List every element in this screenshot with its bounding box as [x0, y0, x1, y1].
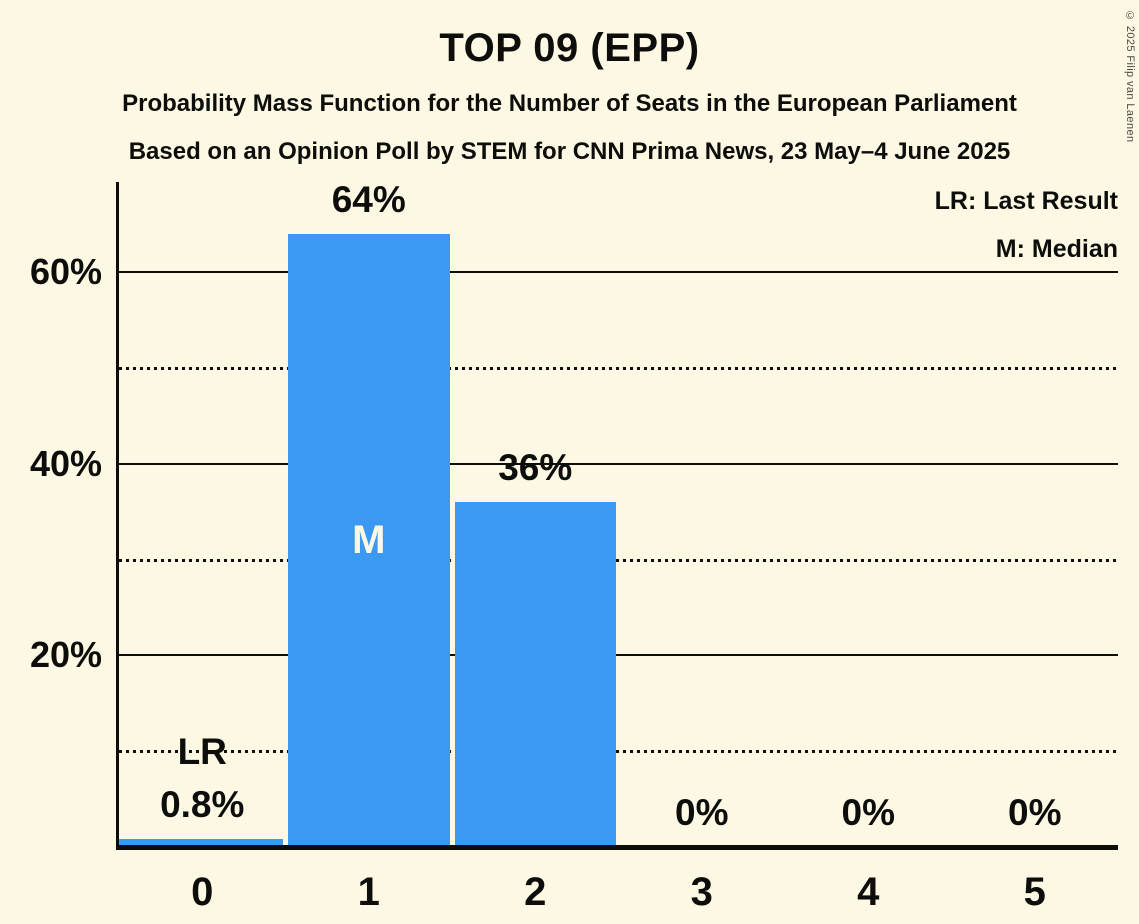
- gridline-solid-40: [119, 462, 1118, 465]
- annotation-m: M: [352, 517, 386, 562]
- gridline-solid-20: [119, 654, 1118, 657]
- chart-title: TOP 09 (EPP): [439, 26, 700, 70]
- legend-median: M: Median: [995, 235, 1118, 263]
- copyright-notice: © 2025 Filip van Laenen: [1124, 10, 1136, 143]
- bar-seats-2: [454, 502, 616, 847]
- bar-seats-0: [119, 839, 283, 847]
- x-axis-label-5: 5: [1023, 870, 1046, 914]
- y-axis-label-40: 40%: [29, 442, 102, 484]
- bar-value-label-3: 0%: [675, 792, 729, 833]
- bar-value-label-2: 36%: [498, 447, 573, 489]
- gridline-dotted-50: [119, 366, 1118, 370]
- bar-value-label-5: 0%: [1008, 792, 1062, 833]
- y-axis-line: [116, 182, 119, 850]
- bar-value-label-4: 0%: [841, 792, 895, 833]
- bar-value-label-1: 64%: [331, 178, 406, 220]
- x-axis-label-0: 0: [191, 870, 214, 914]
- y-axis-label-60: 60%: [29, 251, 102, 293]
- x-axis-label-2: 2: [524, 870, 547, 914]
- bar-value-label-0: 0.8%: [160, 784, 245, 826]
- bar-seats-1: [288, 233, 450, 847]
- x-axis-label-1: 1: [357, 870, 380, 914]
- gridline-dotted-30: [119, 558, 1118, 562]
- x-axis-label-4: 4: [857, 870, 880, 914]
- gridline-solid-60: [119, 271, 1118, 274]
- legend-last-result: LR: Last Result: [934, 187, 1118, 215]
- annotation-lr: LR: [177, 731, 227, 773]
- x-axis-line: [119, 845, 1118, 850]
- plot-area: 20% 40% 60% 0.8% 0 64% 1 36% 2 0% 3 0% 4 0% 5 LR M: [30, 178, 1118, 913]
- x-axis-label-3: 3: [690, 870, 713, 914]
- chart-subtitle-line1: Probability Mass Function for the Number…: [122, 90, 1017, 117]
- y-axis-label-20: 20%: [29, 634, 102, 676]
- chart-subtitle-line2: Based on an Opinion Poll by STEM for CNN…: [128, 138, 1011, 165]
- gridline-dotted-10: [119, 750, 1118, 754]
